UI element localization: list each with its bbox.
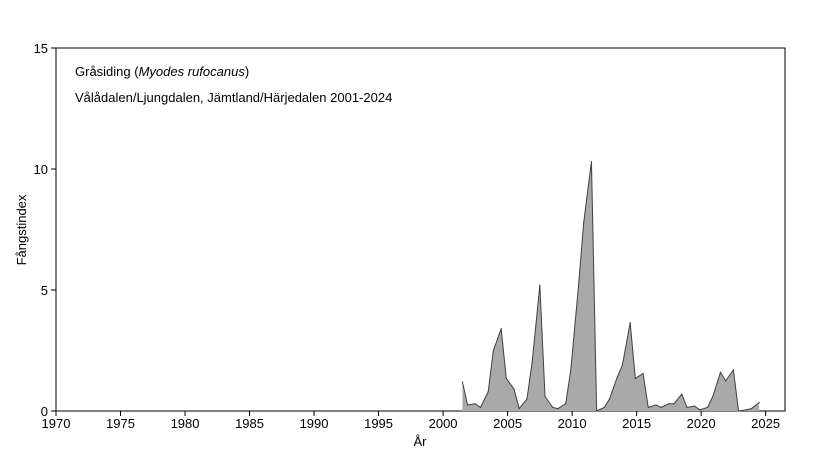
data-point bbox=[737, 410, 740, 412]
chart-annotation-species: Gråsiding (Myodes rufocanus) bbox=[75, 64, 249, 79]
data-point bbox=[583, 221, 585, 223]
data-point bbox=[655, 404, 657, 406]
data-point bbox=[500, 328, 502, 330]
data-point bbox=[673, 403, 675, 405]
x-tick-label: 1990 bbox=[300, 416, 329, 431]
data-point bbox=[634, 377, 636, 379]
x-tick-label: 2005 bbox=[493, 416, 522, 431]
x-tick-label: 1985 bbox=[235, 416, 264, 431]
data-point bbox=[732, 369, 734, 371]
x-tick-label: 1970 bbox=[42, 416, 71, 431]
data-point bbox=[616, 376, 618, 378]
x-axis: 1970 1975 1980 1985 1990 1995 2000 2005 2010 2015… bbox=[42, 411, 780, 431]
x-axis-title: År bbox=[414, 434, 428, 449]
data-point bbox=[686, 406, 688, 408]
data-point bbox=[621, 364, 624, 366]
data-point bbox=[544, 395, 546, 398]
data-point bbox=[681, 393, 683, 395]
plot-frame bbox=[55, 47, 786, 412]
data-point bbox=[699, 409, 701, 411]
y-tick-label: 0 bbox=[41, 404, 48, 419]
data-point bbox=[505, 377, 507, 379]
data-point bbox=[603, 406, 605, 408]
data-point bbox=[590, 161, 593, 163]
data-point bbox=[725, 380, 727, 382]
species-name: Gråsiding bbox=[75, 64, 131, 79]
area-outline bbox=[461, 161, 760, 412]
data-point bbox=[557, 407, 559, 410]
x-tick-label: 2015 bbox=[622, 416, 651, 431]
y-axis-title: Fångstindex bbox=[14, 194, 29, 265]
x-tick-label: 2020 bbox=[687, 416, 716, 431]
data-point bbox=[758, 401, 760, 404]
species-latin-name: Myodes rufocanus bbox=[139, 64, 246, 79]
data-point bbox=[608, 398, 611, 400]
y-tick-label: 15 bbox=[34, 41, 48, 56]
species-paren-close: ) bbox=[245, 64, 249, 79]
series-layer bbox=[461, 161, 760, 412]
data-point bbox=[694, 405, 696, 407]
data-point bbox=[461, 381, 464, 383]
data-point bbox=[642, 372, 644, 375]
data-point bbox=[487, 391, 489, 393]
data-point bbox=[518, 407, 520, 410]
data-point bbox=[719, 371, 722, 373]
x-tick-label: 1975 bbox=[106, 416, 135, 431]
data-point bbox=[513, 388, 515, 390]
data-point bbox=[531, 362, 533, 364]
data-point bbox=[745, 409, 747, 411]
x-tick-label: 2025 bbox=[751, 416, 780, 431]
data-point bbox=[629, 322, 631, 324]
data-point bbox=[577, 284, 580, 286]
chart-annotation-location: Vålådalen/Ljungdalen, Jämtland/Härjedale… bbox=[75, 90, 392, 105]
data-point bbox=[552, 406, 554, 408]
data-point bbox=[492, 349, 494, 352]
data-point bbox=[570, 369, 572, 371]
x-tick-label: 2000 bbox=[429, 416, 458, 431]
data-point bbox=[479, 406, 482, 408]
data-point bbox=[647, 406, 649, 408]
data-point bbox=[526, 398, 528, 400]
data-point bbox=[466, 404, 469, 406]
data-point bbox=[539, 284, 541, 286]
y-tick-label: 10 bbox=[34, 162, 48, 177]
data-point bbox=[750, 407, 753, 410]
area-fill bbox=[462, 161, 760, 411]
data-point bbox=[712, 395, 714, 398]
species-paren-open: ( bbox=[131, 64, 140, 79]
x-tick-label: 1980 bbox=[171, 416, 200, 431]
y-tick-label: 5 bbox=[41, 283, 48, 298]
x-tick-label: 1995 bbox=[364, 416, 393, 431]
data-point bbox=[660, 406, 662, 408]
y-axis: 0 5 10 15 bbox=[34, 41, 56, 419]
data-point bbox=[565, 403, 567, 405]
data-point bbox=[596, 410, 598, 412]
data-point bbox=[668, 403, 670, 405]
data-point bbox=[706, 406, 709, 408]
data-point bbox=[474, 403, 476, 405]
x-tick-label: 2010 bbox=[558, 416, 587, 431]
